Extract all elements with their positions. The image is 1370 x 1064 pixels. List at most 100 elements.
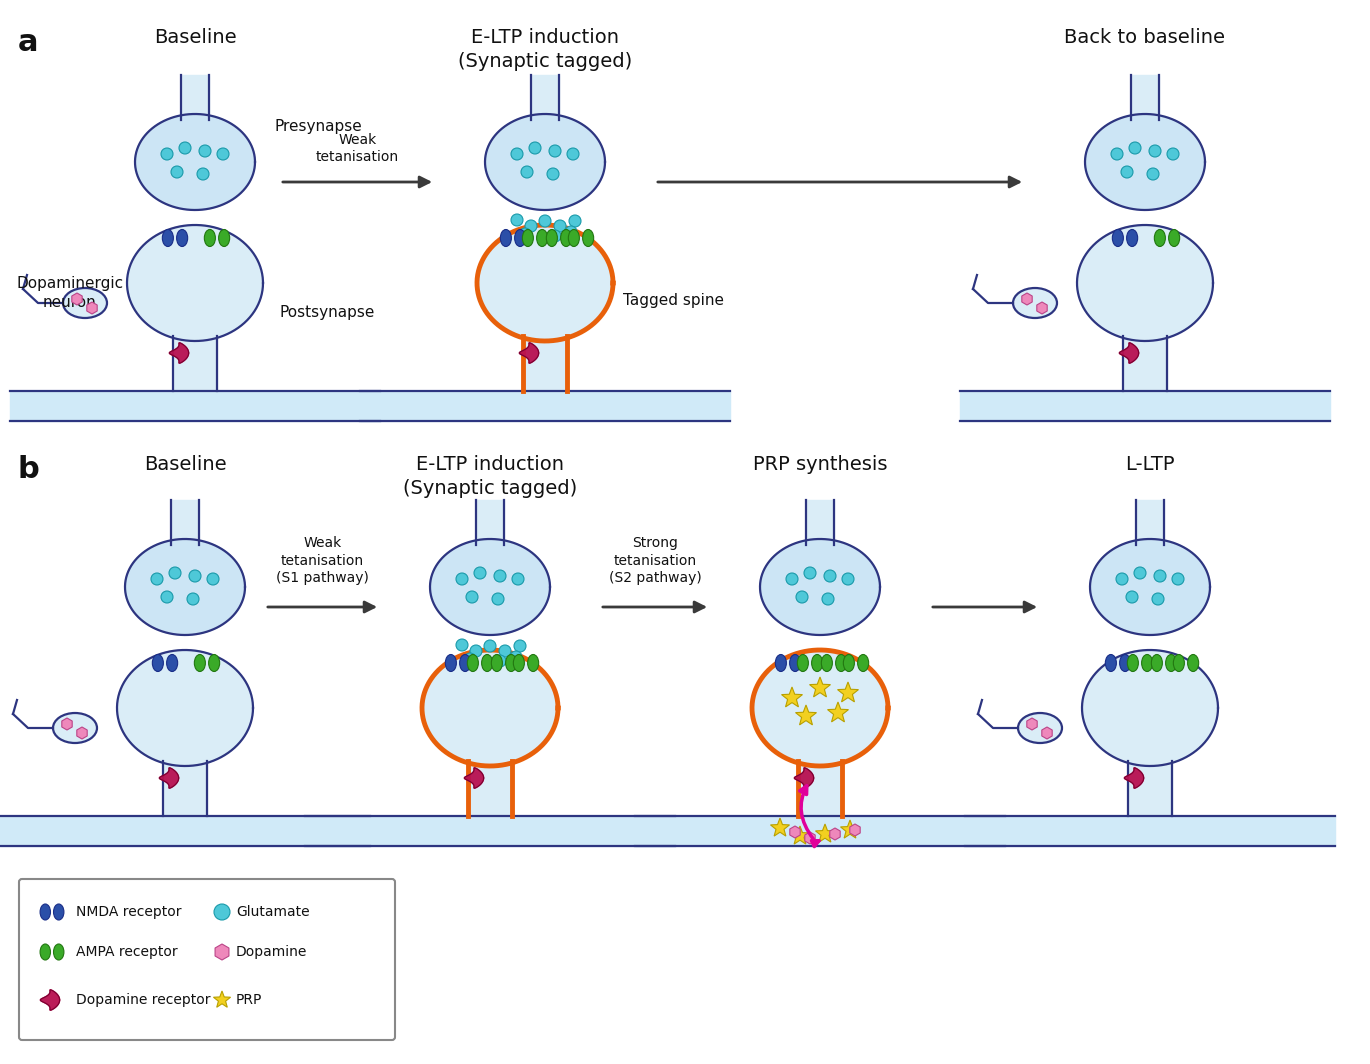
Text: L-LTP: L-LTP xyxy=(1125,455,1174,473)
Circle shape xyxy=(199,145,211,157)
Circle shape xyxy=(529,142,541,154)
Polygon shape xyxy=(1091,539,1210,635)
Circle shape xyxy=(456,639,469,651)
Circle shape xyxy=(1134,567,1145,579)
Polygon shape xyxy=(1125,768,1144,788)
Polygon shape xyxy=(127,225,263,340)
Circle shape xyxy=(1129,142,1141,154)
Circle shape xyxy=(495,655,506,667)
Circle shape xyxy=(511,148,523,160)
Polygon shape xyxy=(125,539,245,635)
Polygon shape xyxy=(1026,718,1037,730)
Polygon shape xyxy=(475,500,504,545)
Ellipse shape xyxy=(522,230,533,247)
Circle shape xyxy=(547,168,559,180)
Ellipse shape xyxy=(1173,654,1185,671)
Ellipse shape xyxy=(482,654,493,671)
Polygon shape xyxy=(1085,114,1206,210)
Ellipse shape xyxy=(1166,654,1177,671)
Ellipse shape xyxy=(775,654,786,671)
Ellipse shape xyxy=(467,654,478,671)
Ellipse shape xyxy=(569,230,580,247)
Circle shape xyxy=(464,653,475,665)
Text: AMPA receptor: AMPA receptor xyxy=(75,945,178,959)
Ellipse shape xyxy=(53,944,64,960)
Circle shape xyxy=(567,148,580,160)
Ellipse shape xyxy=(1151,654,1162,671)
Ellipse shape xyxy=(811,654,822,671)
Ellipse shape xyxy=(858,654,869,671)
Ellipse shape xyxy=(459,654,471,671)
Polygon shape xyxy=(781,687,803,706)
Polygon shape xyxy=(806,500,834,545)
Circle shape xyxy=(510,651,522,663)
Ellipse shape xyxy=(506,654,516,671)
Polygon shape xyxy=(163,761,207,816)
Ellipse shape xyxy=(547,230,558,247)
Polygon shape xyxy=(62,718,73,730)
Circle shape xyxy=(1152,593,1164,605)
Ellipse shape xyxy=(527,654,538,671)
FancyBboxPatch shape xyxy=(19,879,395,1040)
Circle shape xyxy=(511,214,523,226)
Polygon shape xyxy=(752,650,888,766)
Polygon shape xyxy=(1123,336,1167,390)
Circle shape xyxy=(804,567,817,579)
Polygon shape xyxy=(77,727,88,739)
Text: Weak
tetanisation: Weak tetanisation xyxy=(316,133,399,164)
Polygon shape xyxy=(1132,74,1159,120)
Ellipse shape xyxy=(445,654,456,671)
Polygon shape xyxy=(136,114,255,210)
Ellipse shape xyxy=(1112,230,1123,247)
Polygon shape xyxy=(422,650,558,766)
Circle shape xyxy=(569,215,581,227)
Polygon shape xyxy=(171,500,199,545)
Text: Dopaminergic
neuron: Dopaminergic neuron xyxy=(16,277,123,310)
Polygon shape xyxy=(116,650,253,766)
Circle shape xyxy=(171,166,184,178)
Text: PRP: PRP xyxy=(236,993,263,1007)
Polygon shape xyxy=(477,225,612,340)
Circle shape xyxy=(179,142,190,154)
Polygon shape xyxy=(214,991,230,1008)
Circle shape xyxy=(514,641,526,652)
Circle shape xyxy=(549,230,560,242)
Polygon shape xyxy=(306,816,675,846)
Circle shape xyxy=(186,593,199,605)
Polygon shape xyxy=(10,390,379,421)
Text: Baseline: Baseline xyxy=(144,455,226,473)
Polygon shape xyxy=(485,114,606,210)
Circle shape xyxy=(553,220,566,232)
Circle shape xyxy=(495,570,506,582)
Circle shape xyxy=(1171,573,1184,585)
Text: Back to baseline: Back to baseline xyxy=(1064,28,1226,47)
Text: Presynapse: Presynapse xyxy=(275,119,363,134)
Polygon shape xyxy=(1082,650,1218,766)
Polygon shape xyxy=(523,336,567,390)
Ellipse shape xyxy=(53,904,64,920)
Polygon shape xyxy=(1022,293,1032,305)
Polygon shape xyxy=(1041,727,1052,739)
Polygon shape xyxy=(464,768,484,788)
Polygon shape xyxy=(789,826,800,838)
Ellipse shape xyxy=(195,654,206,671)
Polygon shape xyxy=(173,336,216,390)
Circle shape xyxy=(169,567,181,579)
Polygon shape xyxy=(159,768,178,788)
Ellipse shape xyxy=(1012,288,1058,318)
Text: a: a xyxy=(18,28,38,57)
Ellipse shape xyxy=(1018,713,1062,743)
Text: PRP synthesis: PRP synthesis xyxy=(752,455,888,473)
Circle shape xyxy=(1147,168,1159,180)
Polygon shape xyxy=(40,990,60,1010)
Ellipse shape xyxy=(40,904,51,920)
Text: Tagged spine: Tagged spine xyxy=(623,294,723,309)
Polygon shape xyxy=(760,539,880,635)
Polygon shape xyxy=(790,826,810,844)
Ellipse shape xyxy=(1188,654,1199,671)
Circle shape xyxy=(796,591,808,603)
Polygon shape xyxy=(469,761,512,816)
Polygon shape xyxy=(964,816,1334,846)
Ellipse shape xyxy=(514,654,525,671)
Text: Postsynapse: Postsynapse xyxy=(279,305,375,320)
